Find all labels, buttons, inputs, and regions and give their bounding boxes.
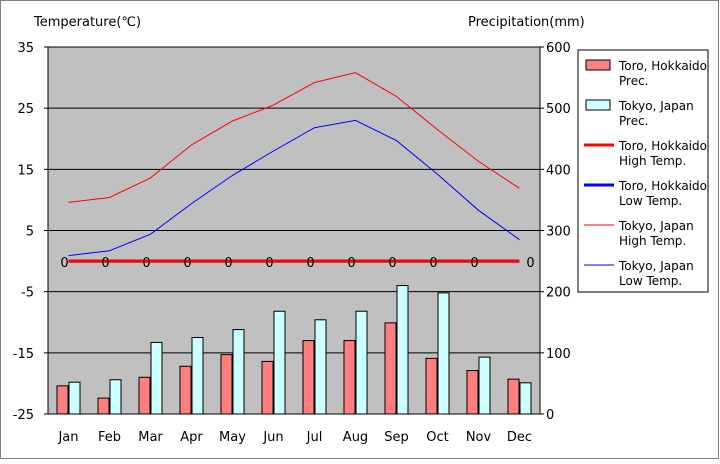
tokyo-japan-prec-bar (273, 310, 286, 415)
data-label: 0 (265, 256, 273, 271)
legend-swatch (585, 99, 611, 111)
tokyo-japan-prec-bar (109, 379, 122, 415)
toro-hokkaido-prec-bar (179, 365, 192, 415)
legend-item: Toro, Hokkaido Prec. (585, 59, 707, 88)
tokyo-japan-prec-bar (191, 337, 204, 415)
tokyo-japan-prec-bar (437, 292, 450, 415)
tokyo-japan-prec-bar (519, 382, 532, 415)
left-axis-title: Temperature(℃) (33, 15, 141, 30)
legend-item: Toro, Hokkaido Low Temp. (584, 179, 707, 208)
tokyo-japan-prec-bar (355, 310, 368, 415)
right-tick-label: 500 (546, 102, 571, 117)
tokyo-japan-prec-bar (232, 329, 245, 415)
toro-hokkaido-prec-bar (384, 322, 397, 415)
x-tick-label: Sep (384, 430, 409, 445)
tokyo-japan-prec-bar (396, 285, 409, 415)
tokyo-japan-prec-bar (150, 341, 163, 415)
toro-hokkaido-prec-bar (97, 397, 110, 415)
x-tick-label: Jun (262, 430, 283, 445)
x-tick-label: Apr (180, 430, 203, 445)
x-tick-label: Aug (343, 430, 368, 445)
right-tick-label: 600 (546, 41, 571, 56)
data-label: 0 (60, 256, 68, 271)
toro-hokkaido-prec-bar (466, 370, 479, 415)
left-tick-label: 35 (17, 41, 34, 56)
data-label: 0 (142, 256, 150, 271)
right-tick-label: 100 (546, 347, 571, 362)
data-label: 0 (470, 256, 478, 271)
data-label: 0 (224, 256, 232, 271)
x-tick-label: May (219, 430, 246, 445)
toro-hokkaido-prec-bar (302, 340, 315, 415)
plot-area: 35 25 15 5 -5 -15 -25 600 500 400 300 200 100 0 Jan Feb… (13, 41, 571, 445)
tokyo-japan-prec-bar (478, 356, 491, 415)
x-tick-label: Dec (507, 430, 532, 445)
toro-hokkaido-prec-bar (425, 357, 438, 415)
data-label: 0 (183, 256, 191, 271)
legend-label: Toro, Hokkaido Low Temp. (618, 179, 707, 208)
data-label: 0 (101, 256, 109, 271)
toro-hokkaido-prec-bar (138, 376, 151, 415)
right-axis-title: Precipitation(mm) (468, 15, 585, 30)
tokyo-japan-high-temp-line (68, 72, 520, 203)
left-tick-label: 5 (26, 225, 34, 240)
legend-box (577, 49, 709, 293)
data-label: 0 (347, 256, 355, 271)
x-tick-label: Oct (426, 430, 448, 445)
data-label: 0 (429, 256, 437, 271)
legend-item: Tokyo, Japan Prec. (585, 99, 694, 128)
legend-label: Tokyo, Japan Prec. (618, 99, 694, 128)
left-tick-label: 15 (17, 163, 34, 178)
x-tick-label: Mar (138, 430, 163, 445)
right-tick-label: 400 (546, 163, 571, 178)
tokyo-japan-prec-bar (68, 381, 81, 415)
legend-label: Toro, Hokkaido High Temp. (618, 139, 707, 168)
x-tick-label: Nov (466, 430, 492, 445)
left-tick-label: -15 (13, 347, 34, 362)
data-label: 0 (526, 256, 534, 271)
toro-hokkaido-prec-bar (220, 354, 233, 415)
toro-hokkaido-prec-bar (507, 378, 520, 415)
toro-hokkaido-prec-bar (56, 385, 69, 415)
toro-hokkaido-prec-bar (343, 340, 356, 415)
data-label: 0 (388, 256, 396, 271)
x-tick-label: Jul (306, 430, 323, 445)
left-tick-label: 25 (17, 102, 34, 117)
left-tick-label: -25 (13, 408, 34, 423)
right-tick-label: 300 (546, 225, 571, 240)
x-tick-label: Jan (57, 430, 78, 445)
legend-label: Toro, Hokkaido Prec. (618, 59, 707, 88)
right-tick-label: 200 (546, 286, 571, 301)
legend-swatch (585, 59, 611, 71)
legend-label: Tokyo, Japan Low Temp. (618, 259, 694, 288)
data-label: 0 (306, 256, 314, 271)
tokyo-japan-low-temp-line (68, 119, 520, 257)
legend-item: Tokyo, Japan Low Temp. (584, 259, 694, 288)
left-tick-label: -5 (21, 286, 34, 301)
toro-hokkaido-prec-bar (261, 360, 274, 415)
tokyo-japan-prec-bar (314, 319, 327, 415)
right-tick-label: 0 (546, 408, 554, 423)
legend: Toro, Hokkaido Prec. Tokyo, Japan Prec. Toro… (577, 49, 709, 293)
legend-item: Tokyo, Japan High Temp. (584, 219, 694, 248)
legend-label: Tokyo, Japan High Temp. (618, 219, 694, 248)
x-tick-label: Feb (98, 430, 121, 445)
legend-item: Toro, Hokkaido High Temp. (584, 139, 707, 168)
